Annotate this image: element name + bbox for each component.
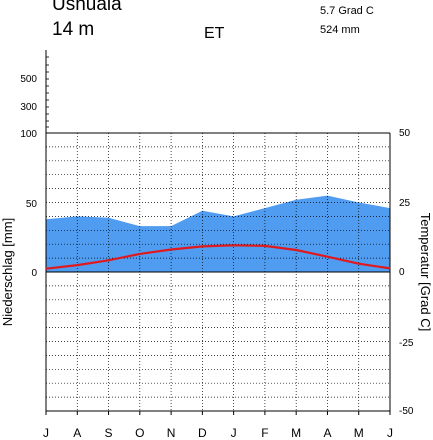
- month-label: S: [105, 426, 113, 440]
- month-label: N: [167, 426, 176, 440]
- mean-temperature: 5.7 Grad C: [320, 5, 374, 17]
- month-label: J: [231, 426, 237, 440]
- precip-tick-label: 100: [20, 129, 37, 140]
- month-label: A: [73, 426, 81, 440]
- station-elevation: 14 m: [52, 19, 95, 40]
- month-label: F: [261, 426, 268, 440]
- chart-frame: [45, 50, 391, 415]
- precip-tick-label: 500: [20, 74, 37, 85]
- month-label: O: [135, 426, 144, 440]
- tick-labels: 0 50 100 300 500 50 25 0 -25 -50 J A S O N D J F M A M J: [20, 74, 414, 440]
- month-label: M: [291, 426, 301, 440]
- precip-tick-label: 0: [31, 268, 37, 279]
- month-label: D: [198, 426, 207, 440]
- temp-tick-label: 25: [399, 198, 411, 209]
- month-label: A: [323, 426, 331, 440]
- climate-class: ET: [204, 25, 225, 42]
- temp-tick-label: -50: [399, 406, 414, 417]
- temp-tick-label: -25: [399, 338, 414, 349]
- temperature-axis-label: Temperatur [Grad C]: [418, 213, 433, 332]
- month-label: M: [354, 426, 364, 440]
- precipitation-axis-label: Niederschlag [mm]: [0, 218, 15, 326]
- precip-tick-label: 50: [26, 199, 38, 210]
- precipitation-area: [46, 195, 390, 272]
- station-name: Ushuaia: [52, 0, 122, 15]
- temperature-line: [45, 244, 391, 270]
- precip-tick-label: 300: [20, 102, 37, 113]
- temp-tick-label: 50: [399, 128, 411, 139]
- month-label: J: [387, 426, 393, 440]
- temp-tick-label: 0: [399, 267, 405, 278]
- month-label: J: [43, 426, 49, 440]
- annual-precipitation: 524 mm: [320, 24, 360, 36]
